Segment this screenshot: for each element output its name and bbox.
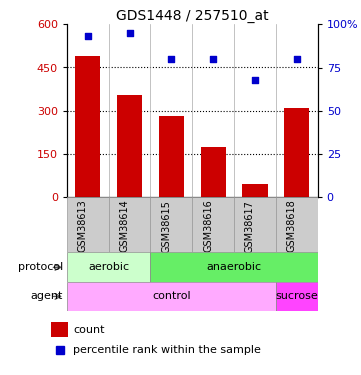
Bar xyxy=(117,95,142,197)
Bar xyxy=(276,282,318,310)
Point xyxy=(252,76,258,82)
Text: GSM38614: GSM38614 xyxy=(119,200,130,252)
Text: count: count xyxy=(73,324,105,334)
Bar xyxy=(159,116,184,197)
Point xyxy=(210,56,216,62)
Text: aerobic: aerobic xyxy=(88,262,129,272)
Bar xyxy=(151,197,192,252)
Text: GSM38618: GSM38618 xyxy=(287,200,297,252)
Point xyxy=(127,30,132,36)
Point xyxy=(294,56,300,62)
Text: GSM38613: GSM38613 xyxy=(78,200,88,252)
Point xyxy=(169,56,174,62)
Bar xyxy=(109,197,151,252)
Text: sucrose: sucrose xyxy=(275,291,318,302)
Bar xyxy=(52,322,68,337)
Title: GDS1448 / 257510_at: GDS1448 / 257510_at xyxy=(116,9,269,23)
Text: GSM38615: GSM38615 xyxy=(161,200,171,252)
Text: control: control xyxy=(152,291,191,302)
Bar xyxy=(201,147,226,197)
Text: protocol: protocol xyxy=(18,262,63,272)
Point xyxy=(85,33,91,39)
Bar xyxy=(67,252,151,282)
Bar xyxy=(234,197,276,252)
Text: GSM38617: GSM38617 xyxy=(245,200,255,252)
Text: anaerobic: anaerobic xyxy=(206,262,262,272)
Text: percentile rank within the sample: percentile rank within the sample xyxy=(73,345,261,355)
Bar xyxy=(192,197,234,252)
Bar xyxy=(67,282,276,310)
Bar xyxy=(67,197,109,252)
Bar xyxy=(243,184,268,197)
Bar xyxy=(276,197,318,252)
Text: agent: agent xyxy=(31,291,63,302)
Bar xyxy=(75,56,100,197)
Bar xyxy=(284,108,309,197)
Bar xyxy=(151,252,318,282)
Text: GSM38616: GSM38616 xyxy=(203,200,213,252)
